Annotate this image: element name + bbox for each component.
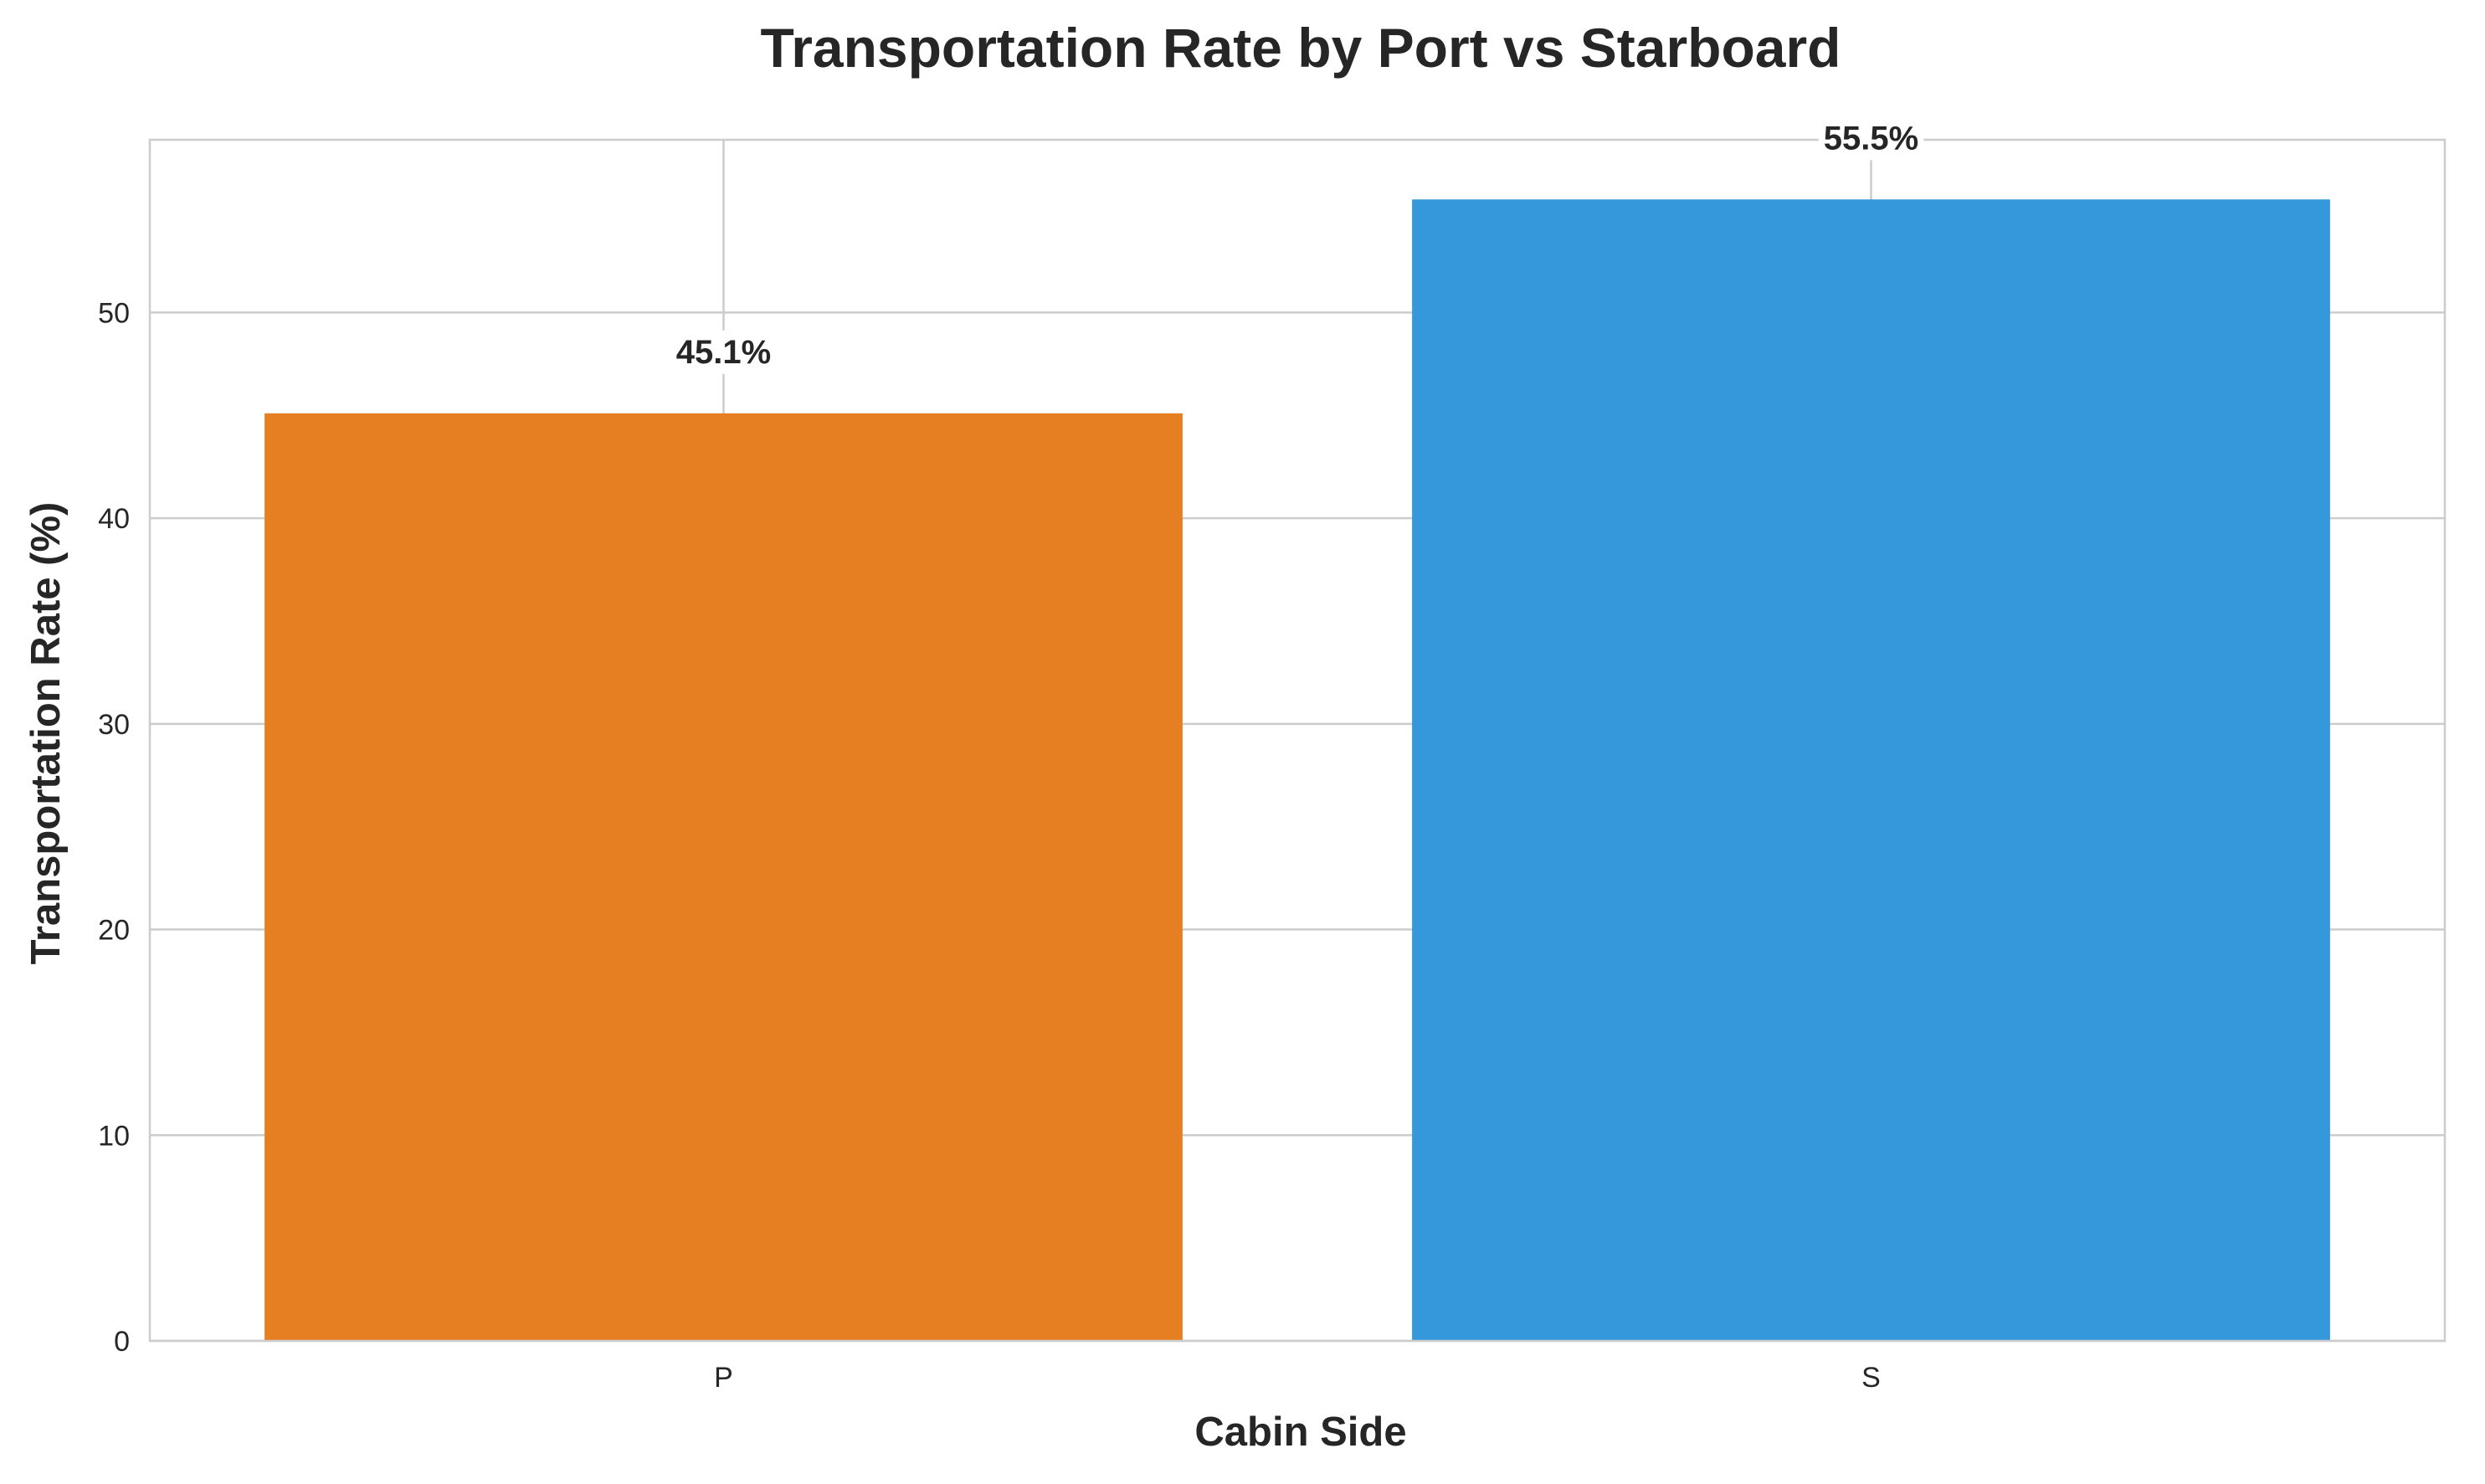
y-tick-label: 0	[114, 1326, 130, 1358]
x-axis-label: Cabin Side	[1194, 1410, 1406, 1455]
x-tick-label: P	[714, 1362, 733, 1394]
y-tick-label: 20	[98, 915, 130, 947]
y-tick-label: 40	[98, 503, 130, 535]
data-labels: 45.1% 55.5%	[670, 116, 1924, 374]
bars	[264, 199, 2330, 1342]
y-tick-label: 10	[98, 1120, 130, 1152]
bar-p	[264, 413, 1183, 1341]
chart-title: Transportation Rate by Port vs Starboard	[761, 17, 1841, 79]
y-tick-labels: 0 10 20 30 40 50	[98, 297, 130, 1358]
x-tick-label: S	[1861, 1362, 1881, 1394]
y-axis-label: Transportation Rate (%)	[23, 502, 69, 965]
y-tick-label: 30	[98, 709, 130, 741]
bar-s	[1412, 199, 2330, 1342]
plot-frame	[148, 138, 2446, 1343]
data-label: 55.5%	[1824, 120, 1918, 157]
y-tick-label: 50	[98, 297, 130, 329]
data-label-background	[670, 330, 777, 374]
data-label-background	[1818, 116, 1924, 161]
data-label: 45.1%	[676, 334, 771, 371]
